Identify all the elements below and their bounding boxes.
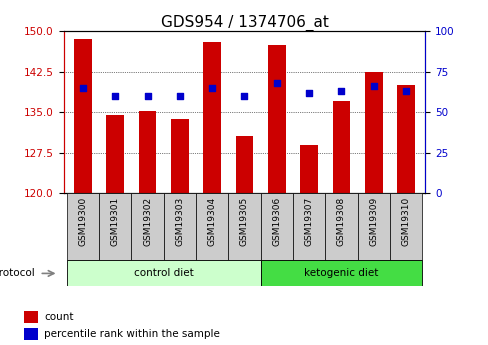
Text: percentile rank within the sample: percentile rank within the sample xyxy=(44,329,220,339)
Bar xyxy=(396,85,414,193)
Bar xyxy=(67,193,99,260)
Text: GSM19307: GSM19307 xyxy=(304,197,313,246)
Point xyxy=(272,80,280,86)
Text: GSM19301: GSM19301 xyxy=(111,197,120,246)
Bar xyxy=(389,193,421,260)
Text: GSM19305: GSM19305 xyxy=(240,197,248,246)
Bar xyxy=(67,260,260,286)
Bar xyxy=(357,193,389,260)
Text: ketogenic diet: ketogenic diet xyxy=(304,268,378,278)
Text: GSM19303: GSM19303 xyxy=(175,197,184,246)
Bar xyxy=(24,310,38,323)
Bar xyxy=(171,119,188,193)
Bar xyxy=(292,193,325,260)
Point xyxy=(111,93,119,99)
Point xyxy=(401,88,409,94)
Point xyxy=(208,85,216,90)
Title: GDS954 / 1374706_at: GDS954 / 1374706_at xyxy=(160,15,328,31)
Bar xyxy=(99,193,131,260)
Point xyxy=(369,83,377,89)
Bar xyxy=(364,71,382,193)
Text: GSM19302: GSM19302 xyxy=(143,197,152,246)
Bar xyxy=(24,328,38,340)
Text: count: count xyxy=(44,312,74,322)
Bar xyxy=(106,115,124,193)
Point xyxy=(79,85,87,90)
Bar xyxy=(163,193,196,260)
Bar xyxy=(139,111,156,193)
Bar xyxy=(300,145,317,193)
Text: GSM19309: GSM19309 xyxy=(368,197,377,246)
Point xyxy=(305,90,312,96)
Point xyxy=(240,93,248,99)
Bar xyxy=(260,260,421,286)
Text: GSM19304: GSM19304 xyxy=(207,197,216,246)
Point xyxy=(143,93,151,99)
Text: GSM19310: GSM19310 xyxy=(401,197,410,246)
Bar xyxy=(203,42,221,193)
Bar xyxy=(196,193,228,260)
Bar xyxy=(74,39,92,193)
Bar xyxy=(325,193,357,260)
Bar xyxy=(267,45,285,193)
Bar xyxy=(131,193,163,260)
Point xyxy=(176,93,183,99)
Bar xyxy=(235,136,253,193)
Text: GSM19306: GSM19306 xyxy=(272,197,281,246)
Text: GSM19300: GSM19300 xyxy=(78,197,87,246)
Text: protocol: protocol xyxy=(0,268,35,278)
Text: control diet: control diet xyxy=(134,268,193,278)
Bar xyxy=(332,101,349,193)
Point xyxy=(337,88,345,94)
Bar xyxy=(260,193,292,260)
Text: GSM19308: GSM19308 xyxy=(336,197,345,246)
Bar xyxy=(228,193,260,260)
